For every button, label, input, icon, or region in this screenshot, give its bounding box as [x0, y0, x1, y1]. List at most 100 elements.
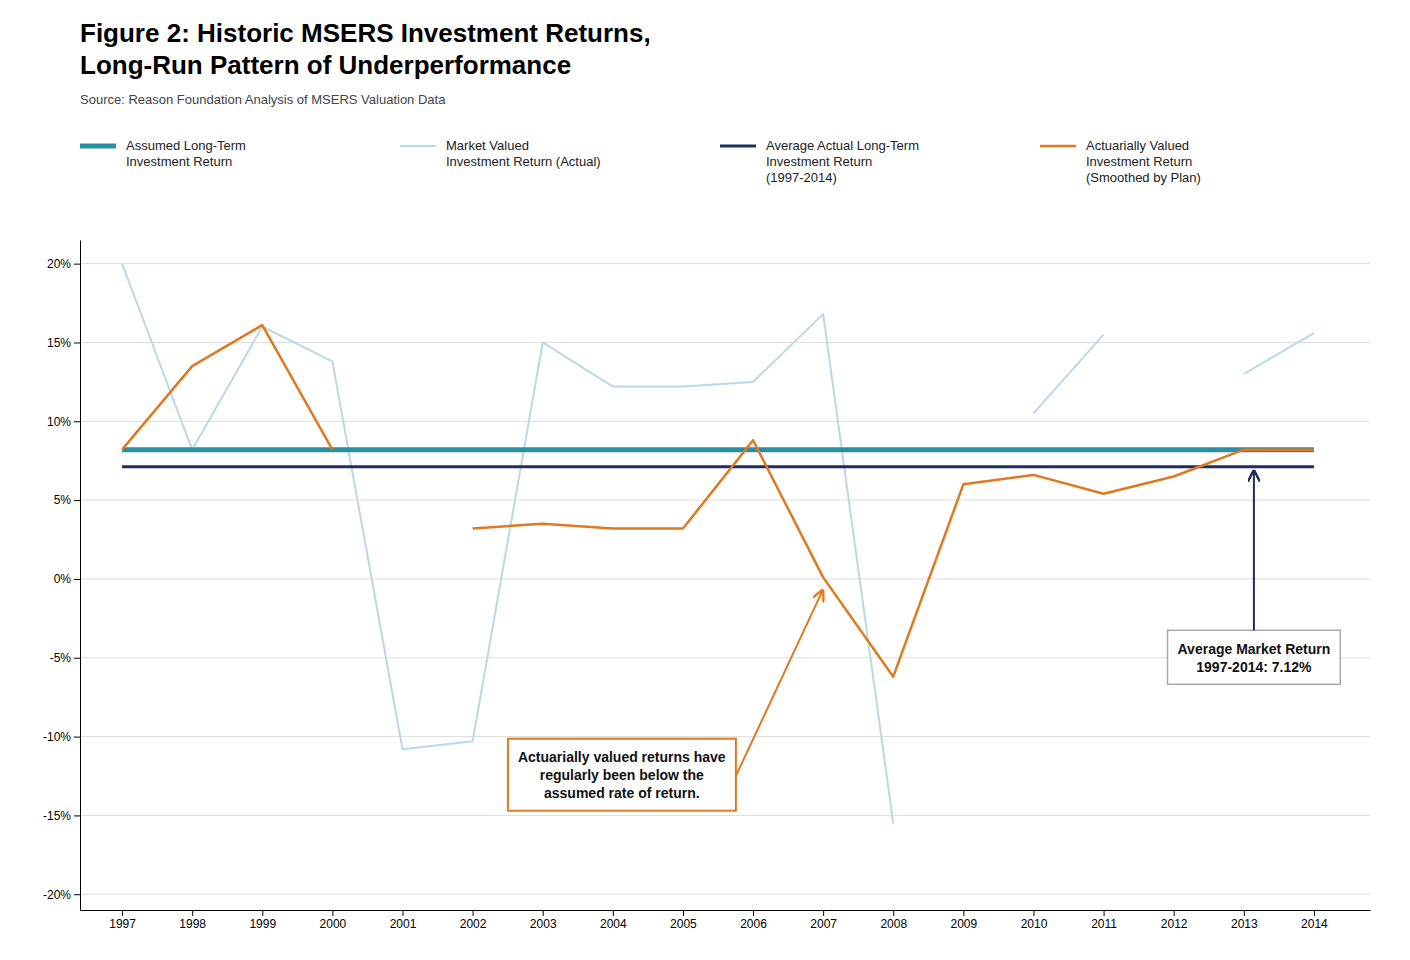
- y-tick: 5%: [54, 493, 80, 507]
- x-tick: 2006: [740, 910, 767, 931]
- x-tick: 2001: [390, 910, 417, 931]
- legend-swatch: [720, 145, 756, 148]
- x-tick-label: 2000: [320, 917, 347, 931]
- x-tick-label: 1999: [249, 917, 276, 931]
- x-tick: 2004: [600, 910, 627, 931]
- text-line: Investment Return: [126, 154, 232, 169]
- annotation-arrow: [1253, 470, 1255, 631]
- grid-line: [80, 578, 1370, 579]
- x-tick-mark: [893, 910, 894, 916]
- x-tick: 2012: [1161, 910, 1188, 931]
- grid-line: [80, 500, 1370, 501]
- x-tick-label: 2009: [951, 917, 978, 931]
- x-tick-label: 2005: [670, 917, 697, 931]
- x-tick-mark: [262, 910, 263, 916]
- y-tick-label: -20%: [43, 888, 71, 902]
- annotation-text: Actuarially valued returns haveregularly…: [518, 749, 726, 801]
- x-tick-label: 2002: [460, 917, 487, 931]
- y-tick-label: 0%: [54, 572, 72, 586]
- x-tick-label: 2010: [1021, 917, 1048, 931]
- x-tick-label: 1997: [109, 917, 136, 931]
- legend: Assumed Long-TermInvestment Return Market…: [80, 138, 1201, 185]
- series-line: [122, 447, 1314, 452]
- text-line: Long-Run Pattern of Underperformance: [80, 50, 571, 80]
- subtitle: Source: Reason Foundation Analysis of MS…: [80, 92, 446, 107]
- x-tick-label: 2014: [1301, 917, 1328, 931]
- x-tick-label: 2001: [390, 917, 417, 931]
- y-tick-label: 15%: [47, 336, 71, 350]
- x-tick-mark: [332, 910, 333, 916]
- x-tick: 2000: [320, 910, 347, 931]
- text-line: assumed rate of return.: [544, 785, 700, 801]
- y-axis: -20%-15%-10%-5%0%5%10%15%20%: [43, 241, 81, 911]
- text-line: Figure 2: Historic MSERS Investment Retu…: [80, 18, 651, 48]
- legend-item: Average Actual Long-TermInvestment Retur…: [720, 138, 919, 185]
- text-line: Actuarially valued returns have: [518, 749, 726, 765]
- x-tick: 1998: [179, 910, 206, 931]
- x-tick-label: 2006: [740, 917, 767, 931]
- x-tick: 2008: [880, 910, 907, 931]
- x-tick-mark: [1104, 910, 1105, 916]
- x-tick-mark: [543, 910, 544, 916]
- x-tick-label: 2008: [880, 917, 907, 931]
- legend-label: Assumed Long-TermInvestment Return: [126, 138, 246, 169]
- x-tick-mark: [753, 910, 754, 916]
- x-tick: 2013: [1231, 910, 1258, 931]
- y-axis-line: [80, 241, 81, 911]
- x-axis: 1997 1998 1999 2000 2001 2002 2003 2004 2005 2006…: [81, 910, 1371, 931]
- grid-line: [80, 421, 1370, 422]
- x-tick-mark: [1174, 910, 1175, 916]
- y-tick-mark: [74, 421, 80, 422]
- legend-swatch: [400, 145, 436, 147]
- text-line: Investment Return (Actual): [446, 154, 601, 169]
- annotations: Actuarially valued returns haveregularly…: [508, 470, 1340, 811]
- y-tick: 15%: [47, 336, 80, 350]
- legend-label: Market ValuedInvestment Return (Actual): [446, 138, 601, 169]
- x-tick-mark: [1244, 910, 1245, 916]
- x-tick-label: 2007: [810, 917, 837, 931]
- x-tick-label: 2011: [1091, 917, 1117, 931]
- y-tick: 20%: [47, 257, 80, 271]
- annotation: Average Market Return1997-2014: 7.12%: [1168, 470, 1341, 685]
- x-tick-label: 2004: [600, 917, 627, 931]
- series-line: [122, 465, 1314, 468]
- y-tick-label: 5%: [54, 493, 72, 507]
- annotation-arrow: [736, 589, 823, 776]
- chart: Figure 2: Historic MSERS Investment Retu…: [0, 0, 1410, 960]
- y-tick-label: -5%: [50, 651, 72, 665]
- legend-label: Average Actual Long-TermInvestment Retur…: [766, 138, 919, 185]
- series-line: [122, 325, 1314, 677]
- y-tick-mark: [74, 579, 80, 580]
- x-tick-label: 2013: [1231, 917, 1258, 931]
- y-tick: -20%: [43, 888, 80, 902]
- y-tick: 10%: [47, 415, 80, 429]
- y-tick-mark: [74, 894, 80, 895]
- x-tick-mark: [683, 910, 684, 916]
- y-tick: -5%: [50, 651, 80, 665]
- x-tick-label: 2003: [530, 917, 557, 931]
- x-tick-mark: [963, 910, 964, 916]
- x-tick: 1997: [109, 910, 136, 931]
- legend-swatch: [1040, 145, 1076, 148]
- y-tick-mark: [74, 737, 80, 738]
- legend-label: Actuarially ValuedInvestment Return(Smoo…: [1086, 138, 1201, 185]
- grid-line: [80, 815, 1370, 816]
- legend-item: Market ValuedInvestment Return (Actual): [400, 138, 601, 169]
- y-tick-mark: [74, 342, 80, 343]
- grid-line: [80, 736, 1370, 737]
- x-tick: 2007: [810, 910, 837, 931]
- y-tick-mark: [74, 658, 80, 659]
- y-tick: -15%: [43, 809, 80, 823]
- text-line: Actuarially Valued: [1086, 138, 1189, 153]
- series-lines: [122, 264, 1314, 824]
- text-line: Investment Return: [1086, 154, 1192, 169]
- x-tick: 2011: [1091, 910, 1117, 931]
- text-line: Investment Return: [766, 154, 872, 169]
- x-tick: 2009: [951, 910, 978, 931]
- x-tick: 2010: [1021, 910, 1048, 931]
- x-tick-mark: [473, 910, 474, 916]
- x-tick-mark: [823, 910, 824, 916]
- x-tick: 1999: [249, 910, 276, 931]
- x-tick-label: 2012: [1161, 917, 1188, 931]
- x-tick: 2002: [460, 910, 487, 931]
